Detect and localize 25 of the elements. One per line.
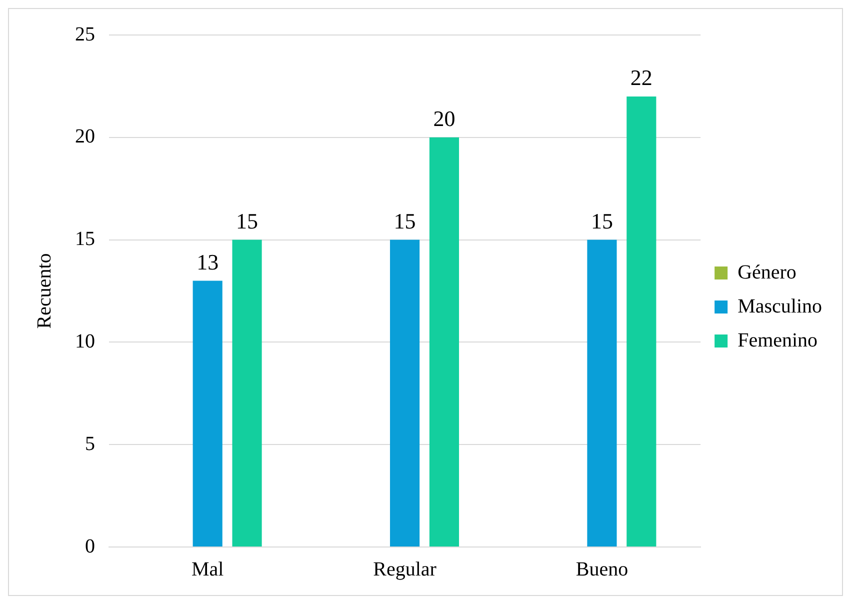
legend-label: Masculino (738, 295, 822, 318)
data-label: 15 (590, 208, 613, 234)
y-tick-label: 20 (75, 126, 95, 148)
data-label: 13 (196, 250, 219, 275)
x-tick-label: Mal (191, 558, 224, 580)
y-tick-label: 0 (85, 535, 95, 558)
y-tick-label: 25 (75, 23, 95, 46)
bar (587, 240, 617, 546)
bar (232, 240, 262, 546)
y-axis-title: Recuento (33, 253, 56, 329)
legend-label: Género (738, 261, 796, 284)
y-tick-label: 15 (75, 228, 95, 250)
x-tick-label: Regular (373, 558, 437, 580)
data-label: 20 (433, 106, 456, 132)
bar (626, 96, 656, 546)
data-label: 15 (394, 208, 416, 234)
y-tick-label: 10 (75, 330, 95, 352)
data-label: 15 (236, 208, 258, 234)
legend-label: Femenino (738, 329, 818, 352)
bar (390, 240, 420, 546)
y-tick-label: 5 (85, 432, 95, 455)
data-label: 22 (630, 65, 652, 90)
bar (429, 137, 460, 546)
bar (192, 280, 222, 546)
x-tick-label: Bueno (576, 558, 628, 580)
